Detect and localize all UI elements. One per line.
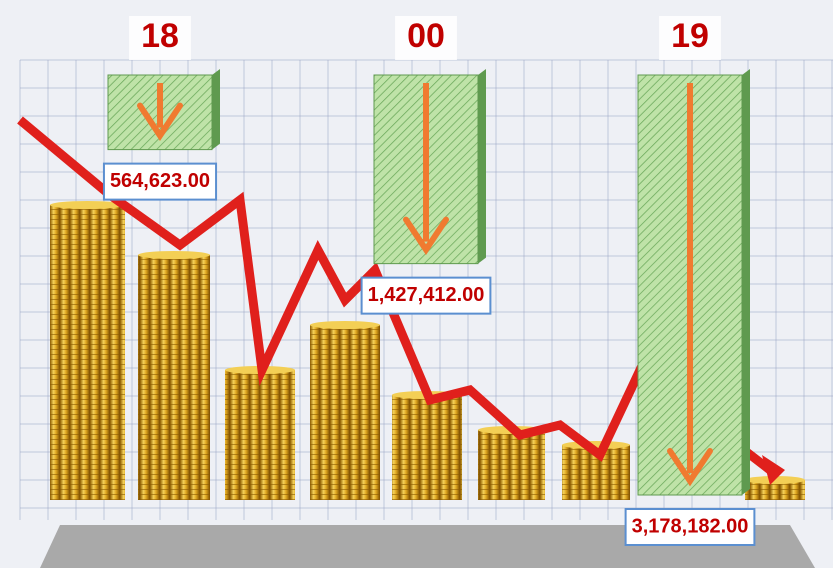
value-label: 564,623.00 [110,170,210,192]
arrow-head [137,102,183,142]
bars: 18 564,623.00 00 1,427,412.00 19 3,178,182.00 [102,16,756,546]
trend-arrowhead [762,455,785,485]
coin-stack [478,430,545,500]
value-label-box [360,276,492,315]
coin-stack [310,325,380,500]
value-label: 3,178,182.00 [632,515,749,537]
bar-side [742,69,750,495]
coin-stacks [50,201,805,500]
arrow-head [403,216,449,256]
bar-side [212,69,220,150]
coin-top [310,321,380,329]
category-label-box [395,16,457,60]
value-label-box [102,162,218,201]
value-label: 1,427,412.00 [368,284,485,306]
bar-side [478,69,486,264]
category-label-box [129,16,191,60]
trend-line [17,116,773,474]
category-label: 00 [407,17,445,55]
category-label: 18 [141,17,179,55]
coin-top [50,201,125,209]
coin-stack [50,205,125,500]
category-label-box [659,16,721,60]
coin-stack [225,370,295,500]
category-label: 19 [671,17,709,55]
coin-top [138,251,210,259]
arrow-head [667,448,713,487]
coin-stack [138,255,210,500]
value-label-box [624,508,756,546]
coin-stack [745,480,805,500]
floor [40,525,815,568]
coin-stack [392,395,462,500]
